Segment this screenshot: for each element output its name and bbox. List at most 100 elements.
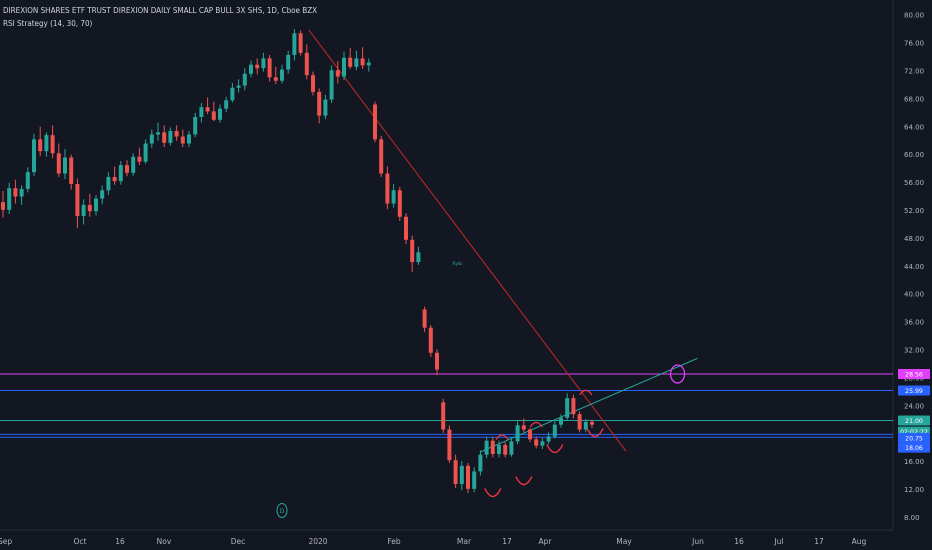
- y-tick-label: 12.00: [904, 486, 924, 494]
- candle-body: [311, 75, 315, 92]
- candle-body: [428, 327, 433, 353]
- x-tick-label: Sep: [0, 537, 12, 546]
- candle-body: [69, 157, 74, 184]
- candle-body: [298, 33, 303, 53]
- candle-body: [453, 460, 458, 484]
- candle-body: [521, 425, 526, 430]
- y-tick-label: 48.00: [904, 235, 924, 243]
- candles: [1, 29, 594, 494]
- candle-body: [249, 64, 253, 74]
- x-tick-label: 2020: [308, 537, 327, 546]
- candle-body: [273, 77, 278, 81]
- symbol-title: DIREXION SHARES ETF TRUST DIREXION DAILY…: [3, 6, 318, 15]
- dividend-marker-label: D: [280, 508, 285, 515]
- candle-body: [125, 165, 129, 173]
- candle-body: [280, 69, 284, 81]
- candle-body: [397, 190, 402, 217]
- candle-body: [32, 139, 36, 173]
- arc-top-marker: [529, 421, 543, 428]
- trendline: [480, 357, 698, 453]
- candle-body: [348, 57, 353, 67]
- price-badge: [898, 369, 930, 380]
- candle-body: [577, 414, 582, 430]
- candle-body: [211, 111, 216, 120]
- price-badge: [898, 442, 930, 453]
- candle-body: [304, 52, 309, 76]
- x-tick-label: Aug: [852, 537, 867, 546]
- x-tick-label: 17: [814, 537, 824, 546]
- price-badge-label: 18.06: [905, 445, 923, 452]
- candle-body: [459, 465, 464, 484]
- candle-body: [94, 198, 98, 212]
- candle-body: [354, 58, 359, 67]
- x-tick-label: Apr: [539, 537, 553, 546]
- candle-body: [391, 190, 396, 204]
- candle-body: [484, 440, 489, 455]
- y-tick-label: 16.00: [904, 458, 924, 466]
- candle-body: [236, 85, 241, 88]
- price-badge-label: 25.99: [905, 388, 923, 395]
- x-tick-label: Feb: [387, 537, 401, 546]
- x-tick-label: Nov: [157, 537, 172, 546]
- price-badge-label: 20.75: [905, 435, 923, 442]
- candle-body: [25, 172, 30, 189]
- y-tick-label: 36.00: [904, 319, 924, 327]
- candle-body: [106, 177, 111, 191]
- y-tick-label: 76.00: [904, 40, 924, 48]
- y-tick-label: 64.00: [904, 123, 924, 131]
- arc-bottom-marker: [586, 428, 604, 438]
- candle-body: [131, 156, 136, 173]
- candle-body: [81, 204, 86, 217]
- circle-marker: [669, 364, 686, 384]
- candle-body: [329, 70, 334, 100]
- y-tick-label: 40.00: [904, 291, 924, 299]
- candle-body: [174, 130, 179, 137]
- arc-bottom-marker: [484, 488, 502, 498]
- candle-body: [342, 57, 346, 77]
- x-tick-label: 17: [502, 537, 512, 546]
- y-tick-label: 72.00: [904, 67, 924, 75]
- price-badge-label: 02:02:22: [900, 429, 928, 436]
- candle-body: [267, 58, 272, 78]
- candle-body: [410, 239, 415, 263]
- candle-body: [360, 58, 365, 66]
- trendline: [308, 29, 627, 452]
- candle-body: [466, 465, 470, 489]
- candle-body: [478, 454, 483, 472]
- candle-body: [149, 134, 154, 144]
- candle-body: [528, 429, 532, 440]
- candle-body: [540, 441, 545, 446]
- x-tick-label: Mar: [457, 537, 472, 546]
- x-tick-label: 16: [115, 537, 125, 546]
- candle-body: [583, 421, 588, 430]
- dividend-marker: [276, 502, 288, 518]
- candle-body: [112, 177, 117, 182]
- candle-body: [385, 173, 390, 204]
- candle-body: [261, 58, 266, 69]
- candle-body: [515, 425, 520, 442]
- price-badge-label: 28.56: [905, 372, 923, 379]
- candle-body: [224, 100, 229, 109]
- y-tick-label: 32.00: [904, 347, 924, 355]
- candle-body: [168, 130, 173, 143]
- study-label[interactable]: RSI Strategy (14, 30, 70): [3, 19, 93, 28]
- candle-body: [118, 165, 123, 182]
- candle-body: [571, 398, 576, 415]
- candle-body: [137, 156, 142, 162]
- candle-body: [7, 188, 12, 210]
- candle-body: [199, 107, 204, 118]
- candle-body: [490, 440, 495, 454]
- candle-body: [317, 91, 322, 116]
- candle-body: [205, 107, 210, 112]
- candle-body: [416, 252, 421, 263]
- candle-body: [441, 402, 446, 430]
- candle-body: [193, 117, 198, 135]
- annotations: D Rylb: [276, 261, 686, 518]
- candle-body: [565, 398, 570, 418]
- text-annotation: Rylb: [453, 261, 463, 267]
- trendlines: [308, 29, 698, 453]
- price-badge: [898, 385, 930, 396]
- candle-body: [422, 309, 427, 328]
- arc-bottom-marker: [546, 444, 564, 454]
